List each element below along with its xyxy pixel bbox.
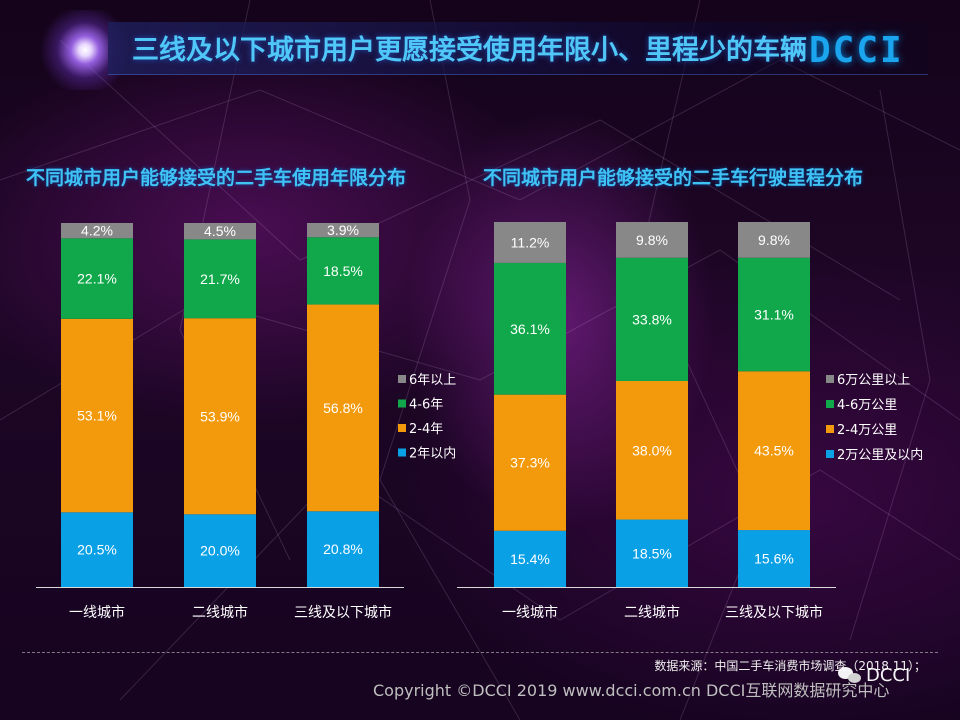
data-label-age-1-3: 4.5%	[204, 223, 236, 239]
title-banner	[108, 22, 928, 75]
data-label-mileage-0-3: 11.2%	[511, 234, 550, 250]
wechat-icon	[838, 665, 862, 685]
bar-mileage-1-1	[616, 380, 688, 520]
data-label-age-1-1: 53.9%	[200, 408, 240, 424]
bar-mileage-1-2	[616, 257, 688, 381]
bar-mileage-2-2	[738, 257, 810, 372]
legend-swatch-mileage-1	[826, 400, 834, 408]
bar-mileage-2-3	[738, 222, 810, 258]
data-label-mileage-1-1: 38.0%	[632, 442, 672, 458]
bar-mileage-0-1	[494, 394, 566, 531]
category-label-mileage-2: 三线及以下城市	[725, 604, 823, 621]
dcci-logo: DCCI	[808, 32, 940, 70]
bar-age-2-2	[307, 237, 379, 305]
bar-age-1-2	[184, 239, 256, 319]
footer-divider	[22, 652, 938, 653]
bar-age-1-3	[184, 223, 256, 240]
legend-label-mileage-1: 4-6万公里	[837, 398, 897, 413]
data-label-mileage-0-2: 36.1%	[510, 321, 550, 337]
data-label-age-2-1: 56.8%	[323, 400, 363, 416]
bar-mileage-0-3	[494, 222, 566, 263]
bar-age-0-1	[61, 318, 133, 513]
logo-text: DCCI	[809, 30, 904, 71]
bar-age-2-3	[307, 223, 379, 238]
legend-label-age-3: 2年以内	[409, 446, 456, 462]
data-label-age-1-2: 21.7%	[200, 271, 240, 287]
bar-mileage-0-2	[494, 262, 566, 395]
data-label-mileage-2-0: 15.6%	[754, 551, 794, 567]
data-label-age-2-0: 20.8%	[323, 541, 363, 557]
bar-age-0-3	[61, 223, 133, 239]
bar-age-2-1	[307, 304, 379, 512]
data-label-age-0-0: 20.5%	[77, 542, 117, 558]
wechat-watermark: DCCI	[838, 660, 910, 690]
data-label-age-2-3: 3.9%	[327, 222, 359, 238]
data-label-mileage-1-3: 9.8%	[636, 232, 668, 248]
bar-mileage-2-1	[738, 371, 810, 531]
data-label-mileage-0-0: 15.4%	[510, 551, 550, 567]
legend-label-mileage-0: 6万公里以上	[837, 373, 910, 388]
data-label-age-0-3: 4.2%	[81, 223, 113, 239]
category-label-age-1: 二线城市	[192, 604, 248, 621]
category-label-mileage-0: 一线城市	[502, 604, 558, 621]
legend-label-mileage-3: 2万公里及以内	[837, 447, 923, 463]
bar-age-1-1	[184, 318, 256, 515]
legend-swatch-age-0	[398, 375, 406, 383]
data-label-age-0-2: 22.1%	[77, 271, 117, 287]
bar-mileage-0-0	[494, 530, 566, 587]
legend-label-age-1: 4-6年	[409, 398, 443, 413]
copyright-text: Copyright ©DCCI 2019 www.dcci.com.cn DCC…	[373, 681, 890, 700]
chart-title-age: 不同城市用户能够接受的二手车使用年限分布	[26, 167, 407, 189]
legend-swatch-age-3	[398, 448, 406, 457]
data-label-age-1-0: 20.0%	[200, 543, 240, 559]
legend-swatch-mileage-3	[826, 450, 834, 458]
data-label-mileage-0-1: 37.3%	[510, 455, 550, 471]
bar-mileage-1-3	[616, 222, 688, 258]
bar-age-1-0	[184, 514, 256, 587]
legend-swatch-age-2	[398, 424, 406, 432]
bar-age-0-0	[61, 512, 133, 587]
category-label-mileage-1: 二线城市	[624, 604, 680, 621]
data-source-note: 数据来源：中国二手车消费市场调查（2018.11）；	[654, 659, 926, 673]
legend-label-mileage-2: 2-4万公里	[837, 423, 897, 438]
watermark-text: DCCI	[866, 664, 911, 686]
data-label-mileage-2-1: 43.5%	[754, 443, 794, 459]
bar-age-0-2	[61, 238, 133, 319]
data-label-mileage-1-2: 33.8%	[632, 311, 672, 327]
data-label-mileage-2-3: 9.8%	[758, 232, 790, 248]
legend-swatch-age-1	[398, 399, 406, 408]
legend-label-age-2: 2-4年	[409, 422, 443, 437]
legend-swatch-mileage-2	[826, 425, 834, 433]
page-title: 三线及以下城市用户更愿接受使用年限小、里程少的车辆	[132, 35, 807, 66]
legend-label-age-0: 6年以上	[409, 373, 456, 388]
bar-age-2-0	[307, 511, 379, 587]
data-label-mileage-2-2: 31.1%	[754, 307, 794, 323]
bar-mileage-1-0	[616, 519, 688, 587]
category-label-age-0: 一线城市	[69, 604, 125, 621]
data-label-mileage-1-0: 18.5%	[632, 545, 672, 561]
legend-swatch-mileage-0	[826, 375, 834, 383]
chart-title-mileage: 不同城市用户能够接受的二手车行驶里程分布	[483, 167, 864, 189]
data-label-age-0-1: 53.1%	[77, 408, 117, 424]
bar-mileage-2-0	[738, 530, 810, 587]
category-label-age-2: 三线及以下城市	[294, 604, 392, 621]
data-label-age-2-2: 18.5%	[323, 263, 363, 279]
